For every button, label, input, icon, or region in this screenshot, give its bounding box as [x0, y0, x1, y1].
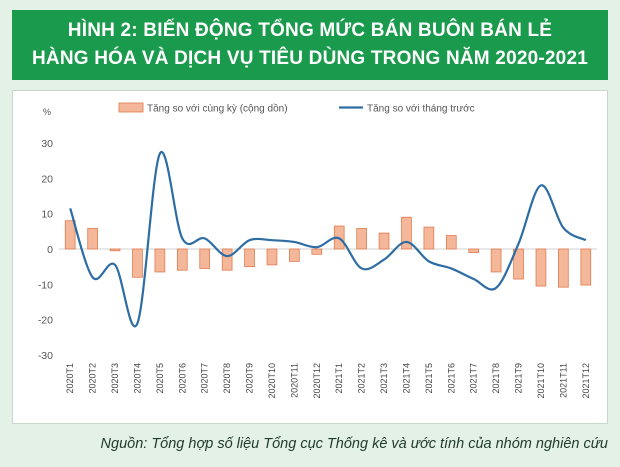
x-tick-label-2020T11: 2020T11 [289, 363, 299, 398]
bar-2020T12 [311, 248, 323, 255]
y-tick-label: 30 [41, 138, 53, 150]
combo-chart: % 30 20 10 0 -10 -20 -30 2020T1 2020T2 2020T3 2020T… [38, 102, 597, 399]
y-tick-label: -10 [38, 279, 53, 291]
x-tick-label-2020T8: 2020T8 [222, 363, 232, 394]
x-tick-label-2021T10: 2021T10 [536, 363, 546, 399]
x-tick-label-2020T12: 2020T12 [312, 363, 322, 399]
x-tick-label-2021T1: 2021T1 [334, 363, 344, 394]
bar-2021T9 [513, 248, 524, 280]
y-tick-label: -20 [38, 315, 53, 327]
bar-2021T2 [356, 228, 367, 250]
chart-title-line-1: HÌNH 2: BIẾN ĐỘNG TỔNG MỨC BÁN BUÔN BÁN … [67, 20, 553, 41]
bar-2020T8 [221, 248, 233, 271]
bar-2020T7 [199, 248, 211, 269]
bar-2020T4 [132, 248, 143, 278]
legend-line-label: Tăng so với tháng trước [367, 104, 475, 115]
y-tick-label: 10 [41, 209, 53, 221]
bar-2020T10 [266, 248, 278, 266]
x-tick-label-2020T4: 2020T4 [132, 363, 142, 394]
bar-2021T4 [401, 216, 412, 250]
bar-2020T2 [87, 228, 98, 250]
source-note: Nguồn: Tổng hợp số liệu Tổng cục Thống k… [100, 436, 608, 452]
x-tick-label-2020T7: 2020T7 [200, 363, 210, 394]
line-series-mom [69, 150, 587, 328]
bar-2021T10 [535, 248, 547, 287]
y-tick-label: -30 [38, 350, 53, 362]
legend-bar-label: Tăng so với cùng kỳ (cộng dồn) [147, 103, 288, 115]
x-tick-label-2020T10: 2020T10 [267, 363, 277, 399]
x-tick-label-2020T3: 2020T3 [110, 363, 120, 394]
bar-2020T9 [244, 248, 255, 268]
x-tick-label-2020T5: 2020T5 [155, 363, 165, 394]
bar-2021T12 [580, 248, 592, 286]
x-tick-label-2021T6: 2021T6 [446, 363, 456, 394]
x-tick-label-2021T7: 2021T7 [469, 363, 479, 394]
y-tick-label: 0 [47, 244, 53, 256]
x-tick-label-2021T9: 2021T9 [514, 363, 524, 394]
bar-2021T11 [558, 248, 569, 288]
legend-bar-swatch [118, 102, 144, 113]
x-tick-label-2020T6: 2020T6 [177, 363, 187, 394]
bar-2021T7 [468, 248, 480, 253]
bar-2020T6 [176, 248, 188, 271]
bar-2021T3 [378, 232, 390, 250]
y-tick-label: 20 [41, 173, 53, 185]
bar-2020T11 [289, 248, 300, 262]
bar-2021T6 [445, 235, 457, 250]
bar-2020T3 [109, 248, 121, 252]
x-tick-label-2021T12: 2021T12 [581, 363, 591, 399]
y-axis-unit-label: % [43, 107, 51, 117]
x-tick-label-2020T9: 2020T9 [245, 363, 255, 394]
x-tick-label-2021T4: 2021T4 [401, 363, 411, 394]
x-tick-label-2021T8: 2021T8 [491, 363, 501, 394]
x-tick-label-2020T2: 2020T2 [88, 363, 98, 394]
bar-2020T5 [154, 248, 166, 273]
bar-2020T1 [64, 220, 76, 250]
bar-2021T8 [490, 248, 502, 273]
x-tick-label-2020T1: 2020T1 [65, 363, 75, 394]
x-tick-label-2021T5: 2021T5 [424, 363, 434, 394]
chart-title-banner: HÌNH 2: BIẾN ĐỘNG TỔNG MỨC BÁN BUÔN BÁN … [12, 10, 608, 80]
x-tick-label-2021T2: 2021T2 [357, 363, 367, 394]
bar-2021T5 [423, 226, 435, 250]
chart-area: % 30 20 10 0 -10 -20 -30 2020T1 2020T2 2020T3 2020T… [12, 90, 608, 424]
chart-title-line-2: HÀNG HÓA VÀ DỊCH VỤ TIÊU DÙNG TRONG NĂM … [32, 48, 588, 69]
x-tick-label-2021T11: 2021T11 [558, 363, 568, 398]
x-tick-label-2021T3: 2021T3 [379, 363, 389, 394]
